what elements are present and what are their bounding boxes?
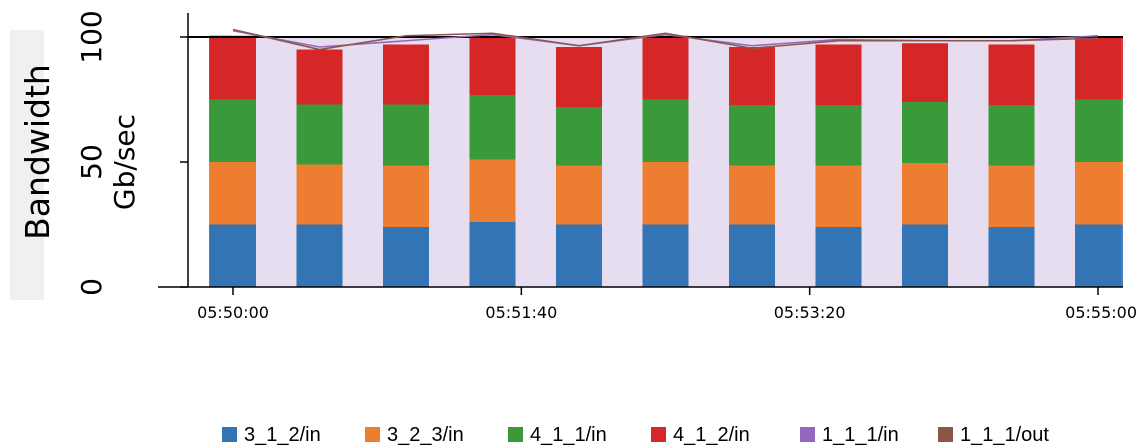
bar-segment-4_1_1-in-7 bbox=[815, 105, 862, 166]
y-tick-label-50: 50 bbox=[75, 144, 108, 180]
x-tick-label-2: 05:53:20 bbox=[774, 303, 846, 322]
bar-edge-right-3_1_2-in bbox=[1098, 224, 1123, 287]
legend-swatch-1_1_1-in bbox=[800, 427, 815, 442]
y-tick-label-0: 0 bbox=[75, 278, 108, 296]
bar-segment-3_2_3-in-4 bbox=[556, 165, 602, 225]
ylabel-outer: Bandwidth bbox=[18, 64, 57, 240]
bar-segment-4_1_2-in-9 bbox=[988, 44, 1035, 106]
legend-swatch-4_1_2-in bbox=[651, 427, 666, 442]
bar-segment-3_2_3-in-9 bbox=[988, 165, 1035, 227]
legend-swatch-3_1_2-in bbox=[222, 427, 237, 442]
bar-edge-left-4_1_1-in bbox=[209, 99, 233, 162]
bar-segment-4_1_1-in-5 bbox=[642, 99, 689, 162]
bar-segment-3_1_2-in-5 bbox=[642, 224, 689, 287]
bar-segment-3_1_2-in-9 bbox=[988, 227, 1035, 287]
bar-segment-4_1_1-in-2 bbox=[383, 104, 429, 166]
bar-edge-left-3_1_2-in bbox=[209, 224, 233, 287]
bar-segment-3_2_3-in-1 bbox=[296, 164, 343, 225]
legend-label-1_1_1-in: 1_1_1/in bbox=[822, 424, 899, 446]
bar-segment-4_1_1-in-9 bbox=[988, 105, 1035, 166]
legend-swatch-3_2_3-in bbox=[365, 427, 380, 442]
bar-segment-4_1_1-in-8 bbox=[902, 102, 948, 164]
bar-edge-right-4_1_1-in bbox=[1098, 99, 1123, 162]
bar-edge-right-4_1_2-in bbox=[1098, 37, 1123, 100]
bar-segment-3_1_2-in-2 bbox=[383, 227, 429, 287]
legend: 3_1_2/in 3_2_3/in 4_1_1/in 4_1_2/in 1_1_1/in… bbox=[222, 424, 1049, 446]
bar-segment-4_1_2-in-7 bbox=[815, 44, 862, 106]
bar-segment-3_2_3-in-7 bbox=[815, 165, 862, 227]
bar-segment-3_1_2-in-3 bbox=[469, 222, 516, 287]
bar-segment-4_1_2-in-8 bbox=[902, 43, 948, 102]
bar-segment-3_2_3-in-5 bbox=[642, 162, 689, 225]
bar-segment-4_1_2-in-3 bbox=[469, 35, 516, 96]
bar-segment-3_1_2-in-7 bbox=[815, 227, 862, 287]
legend-swatch-4_1_1-in bbox=[508, 427, 523, 442]
bar-edge-left-4_1_2-in bbox=[209, 35, 233, 100]
plot-area: 0 50 100 05:50:00 05:51:40 05:53:20 05:55:00 bbox=[75, 10, 1137, 322]
y-tick-label-100: 100 bbox=[75, 10, 108, 63]
ylabel: Gb/sec bbox=[108, 114, 141, 210]
legend-label-3_1_2-in: 3_1_2/in bbox=[244, 424, 321, 446]
bar-segment-3_2_3-in-6 bbox=[729, 165, 775, 225]
bar-segment-3_1_2-in-8 bbox=[902, 224, 948, 287]
legend-label-4_1_2-in: 4_1_2/in bbox=[673, 424, 750, 446]
bar-segment-3_1_2-in-4 bbox=[556, 224, 602, 287]
legend-label-3_2_3-in: 3_2_3/in bbox=[387, 424, 464, 446]
bar-segment-3_2_3-in-8 bbox=[902, 163, 948, 225]
bar-segment-3_2_3-in-3 bbox=[469, 159, 516, 222]
bar-edge-right-3_2_3-in bbox=[1098, 162, 1123, 225]
bar-segment-4_1_2-in-1 bbox=[296, 49, 343, 105]
x-tick-label-0: 05:50:00 bbox=[197, 303, 269, 322]
bar-segment-4_1_1-in-1 bbox=[296, 104, 343, 165]
bar-segment-4_1_2-in-5 bbox=[642, 35, 689, 100]
legend-swatch-1_1_1-out bbox=[938, 427, 953, 442]
bar-segment-4_1_2-in-6 bbox=[729, 47, 775, 106]
bar-segment-4_1_1-in-6 bbox=[729, 105, 775, 166]
bar-segment-3_1_2-in-6 bbox=[729, 224, 775, 287]
bar-segment-4_1_1-in-3 bbox=[469, 95, 516, 160]
line-1_1_1-out bbox=[232, 28, 1099, 51]
bar-segment-4_1_2-in-2 bbox=[383, 44, 429, 105]
bar-segment-4_1_2-in-4 bbox=[556, 47, 602, 107]
x-tick-label-1: 05:51:40 bbox=[485, 303, 557, 322]
bar-segment-3_2_3-in-2 bbox=[383, 165, 429, 227]
legend-label-1_1_1-out: 1_1_1/out bbox=[960, 424, 1049, 446]
ylabel-outer-background bbox=[10, 30, 44, 300]
x-tick-label-3: 05:55:00 bbox=[1065, 303, 1137, 322]
bar-segment-3_1_2-in-1 bbox=[296, 224, 343, 287]
bar-edge-left-3_2_3-in bbox=[209, 162, 233, 225]
legend-label-4_1_1-in: 4_1_1/in bbox=[530, 424, 607, 446]
bar-segment-4_1_1-in-4 bbox=[556, 107, 602, 166]
